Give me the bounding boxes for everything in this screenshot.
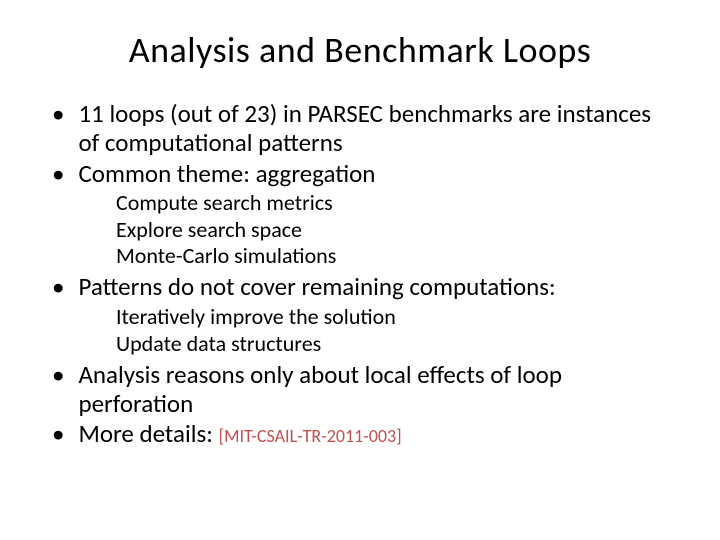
citation-link: [MIT-CSAIL-TR-2011-003] [219, 425, 402, 447]
bullet-item: More details: [MIT-CSAIL-TR-2011-003] [48, 420, 672, 449]
bullet-item: Patterns do not cover remaining computat… [48, 273, 672, 302]
bullet-item: Analysis reasons only about local effect… [48, 361, 672, 419]
bullet-text: Common theme: aggregation [78, 160, 672, 189]
bullet-text: Analysis reasons only about local effect… [78, 361, 672, 419]
sub-item: Compute search metrics [116, 190, 672, 216]
sub-list: Compute search metrics Explore search sp… [116, 190, 672, 269]
sub-item: Iteratively improve the solution [116, 304, 672, 330]
sub-item: Explore search space [116, 217, 672, 243]
bullet-text: 11 loops (out of 23) in PARSEC benchmark… [78, 100, 672, 158]
bullet-item: 11 loops (out of 23) in PARSEC benchmark… [48, 100, 672, 158]
bullet-text: More details: [MIT-CSAIL-TR-2011-003] [78, 420, 672, 449]
sub-item: Update data structures [116, 331, 672, 357]
bullet-item: Common theme: aggregation [48, 160, 672, 189]
sub-list: Iteratively improve the solution Update … [116, 304, 672, 357]
slide-container: Analysis and Benchmark Loops 11 loops (o… [0, 0, 720, 540]
sub-item: Monte-Carlo simulations [116, 243, 672, 269]
bullet-text-prefix: More details: [78, 418, 218, 449]
slide-title: Analysis and Benchmark Loops [48, 28, 672, 72]
bullet-list: 11 loops (out of 23) in PARSEC benchmark… [48, 100, 672, 449]
bullet-text: Patterns do not cover remaining computat… [78, 273, 672, 302]
